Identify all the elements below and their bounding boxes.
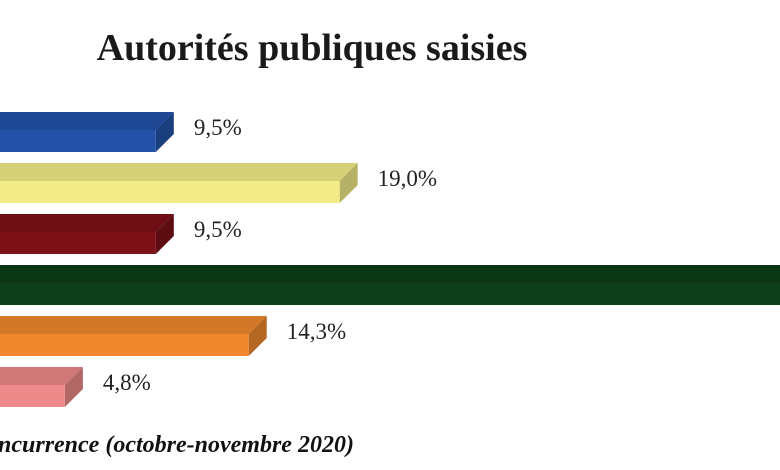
- bar-front-face: [0, 283, 780, 305]
- bar-6: [0, 367, 83, 407]
- bar-5: [0, 316, 267, 356]
- bar-top-face: [0, 214, 174, 232]
- bar-front-face: [0, 232, 156, 254]
- value-label-6: 4,8%: [103, 370, 151, 395]
- bar-front-face: [0, 334, 249, 356]
- bar-side-face: [339, 163, 358, 203]
- source-note: ncurrence (octobre-novembre 2020): [0, 432, 354, 458]
- bar-side-face: [155, 214, 174, 254]
- bar-2: [0, 163, 358, 203]
- bar-front-face: [0, 130, 156, 152]
- bar-top-face: [0, 367, 83, 385]
- bar-top-face: [0, 316, 267, 334]
- bar-top-face: [0, 265, 780, 283]
- value-label-3: 9,5%: [194, 217, 242, 242]
- bar-3: [0, 214, 174, 254]
- bar-top-face: [0, 163, 358, 181]
- bar-front-face: [0, 385, 65, 407]
- chart-title: Autorités publiques saisies: [97, 27, 528, 69]
- bar-side-face: [155, 112, 174, 152]
- bars-layer: 9,5% 19,0% 9,5% 14,3% 4,8%: [0, 112, 780, 407]
- bar-4: [0, 265, 780, 305]
- bar-1: [0, 112, 174, 152]
- bar-front-face: [0, 181, 340, 203]
- bar-side-face: [64, 367, 83, 407]
- value-label-2: 19,0%: [378, 166, 437, 191]
- value-label-1: 9,5%: [194, 115, 242, 140]
- bar-top-face: [0, 112, 174, 130]
- bar-side-face: [248, 316, 267, 356]
- value-label-5: 14,3%: [287, 319, 346, 344]
